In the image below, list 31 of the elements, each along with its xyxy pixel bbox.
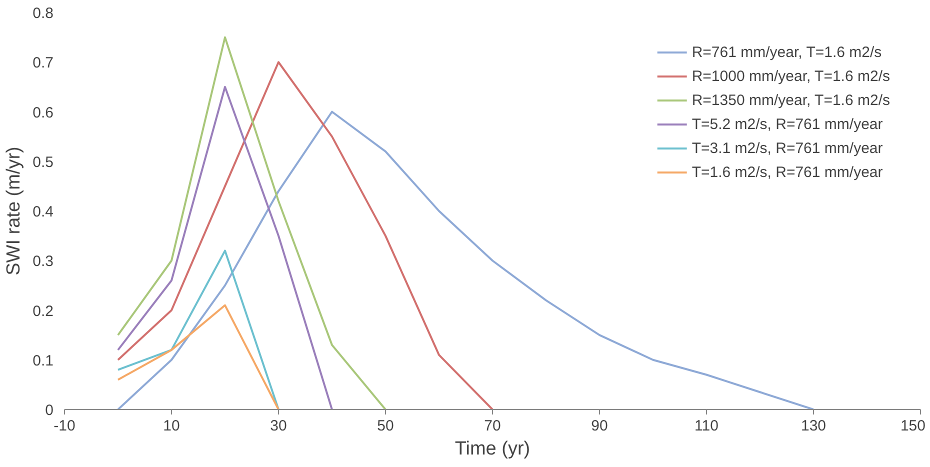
line-series	[117, 61, 494, 410]
line-series	[117, 86, 333, 410]
legend-label: T=3.1 m2/s, R=761 mm/year	[692, 140, 883, 156]
y-tick-label: 0.1	[32, 352, 54, 370]
y-tick-label: 0	[45, 402, 54, 419]
x-axis-title: Time (yr)	[454, 438, 530, 460]
y-tick-label: 0.2	[32, 302, 54, 320]
line-series	[117, 250, 280, 410]
line-series	[117, 36, 386, 410]
y-tick-label: 0.6	[32, 104, 54, 122]
x-tick-label: 30	[270, 418, 287, 434]
y-axis-title: SWI rate (m/yr)	[4, 146, 25, 276]
y-tick-label: 0.7	[32, 54, 54, 72]
x-tick-label: 70	[484, 418, 501, 434]
x-tick-label: 90	[591, 418, 608, 434]
legend-label: R=761 mm/year, T=1.6 m2/s	[692, 44, 882, 60]
legend-label: T=5.2 m2/s, R=761 mm/year	[692, 116, 883, 132]
x-tick-label: -10	[54, 418, 76, 434]
legend-label: R=1000 mm/year, T=1.6 m2/s	[692, 68, 890, 84]
legend-label: T=1.6 m2/s, R=761 mm/year	[692, 164, 883, 180]
x-tick-label: 10	[163, 418, 180, 434]
line-series	[117, 304, 280, 410]
legend-label: R=1350 mm/year, T=1.6 m2/s	[692, 92, 890, 108]
x-tick-label: 50	[377, 418, 394, 434]
y-tick-label: 0.5	[32, 154, 54, 171]
x-tick-label: 110	[694, 418, 718, 434]
x-tick-label: 150	[900, 418, 926, 434]
x-tick-label: 130	[800, 418, 826, 434]
y-tick-label: 0.3	[32, 253, 54, 270]
y-tick-label: 0.4	[32, 204, 54, 220]
y-tick-label: 0.8	[32, 5, 54, 22]
